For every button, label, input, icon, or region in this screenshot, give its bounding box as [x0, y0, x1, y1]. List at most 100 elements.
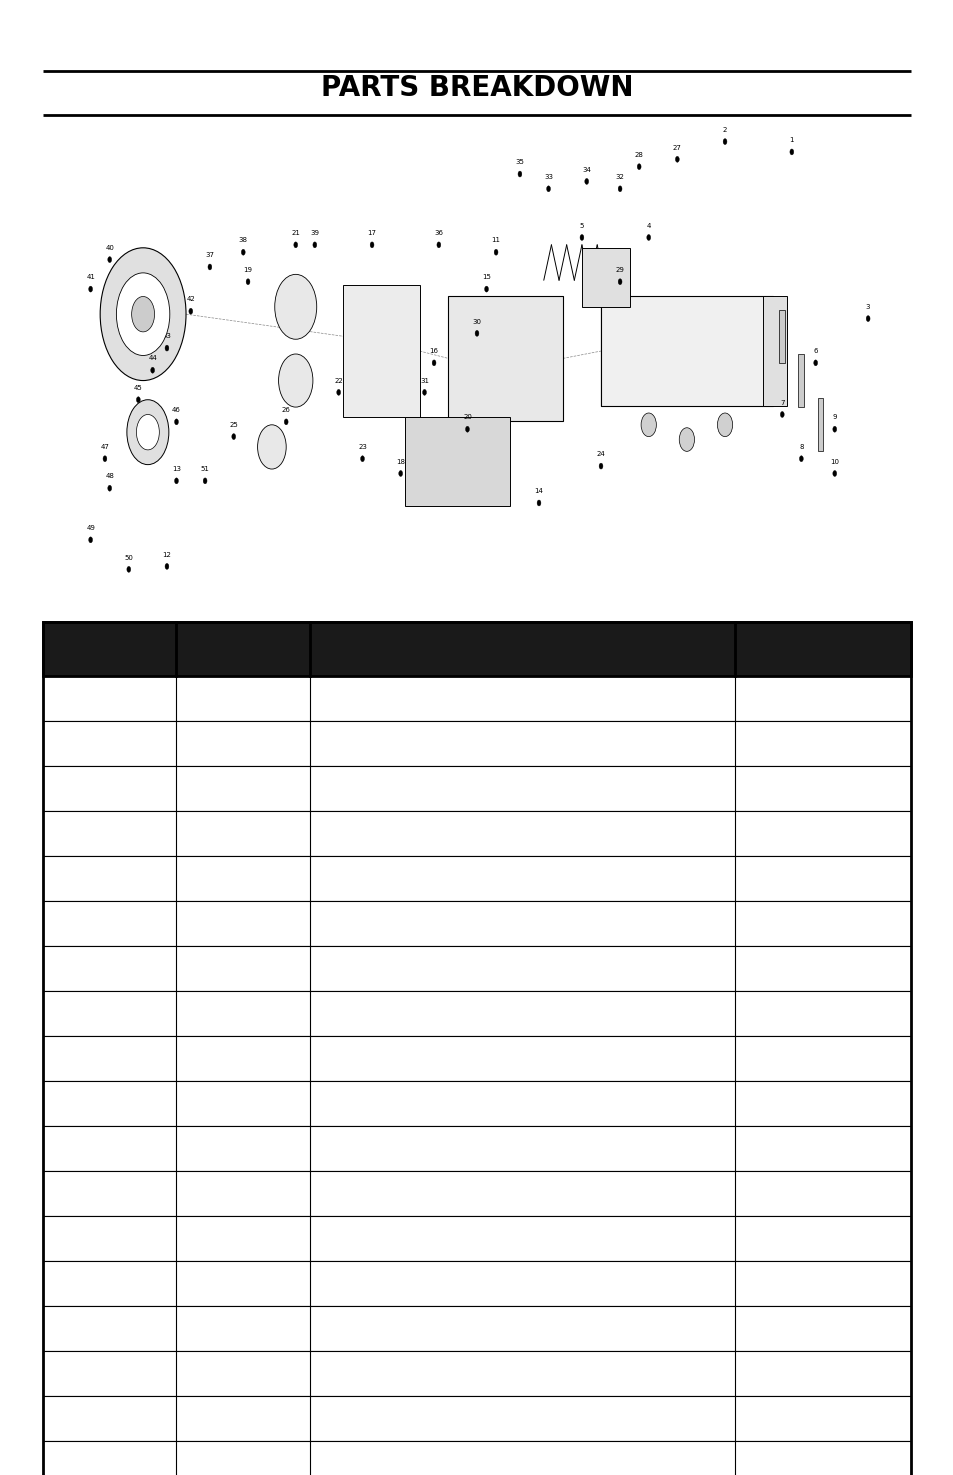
- Bar: [817, 398, 822, 451]
- Text: O-Ring: O-Ring: [494, 1050, 550, 1068]
- Text: 33: 33: [543, 174, 553, 180]
- Text: 29: 29: [615, 267, 624, 273]
- Circle shape: [546, 186, 550, 192]
- Circle shape: [89, 537, 92, 543]
- Bar: [43, 1035, 910, 1081]
- Text: 51: 51: [200, 466, 210, 472]
- Circle shape: [203, 478, 207, 484]
- Text: 1: 1: [817, 735, 827, 752]
- Bar: [43, 855, 910, 901]
- Text: Valve Stem: Valve Stem: [475, 735, 569, 752]
- Text: 9: 9: [104, 1050, 115, 1068]
- Text: Air Regulator: Air Regulator: [468, 1094, 576, 1112]
- Text: 28: 28: [634, 152, 643, 158]
- Circle shape: [108, 257, 112, 263]
- Text: 2: 2: [817, 1184, 827, 1202]
- Text: 75015: 75015: [216, 1320, 270, 1338]
- Text: 1: 1: [817, 1454, 827, 1472]
- Text: 8: 8: [799, 444, 802, 450]
- Circle shape: [278, 354, 313, 407]
- Text: 75005: 75005: [216, 870, 270, 888]
- Circle shape: [865, 316, 869, 322]
- Text: 75017: 75017: [216, 1410, 270, 1428]
- Circle shape: [257, 425, 286, 469]
- Text: 1: 1: [817, 1230, 827, 1248]
- Circle shape: [370, 242, 374, 248]
- Text: QTY: QTY: [799, 639, 845, 659]
- Text: INDEX: INDEX: [73, 639, 146, 659]
- Circle shape: [274, 274, 316, 339]
- Text: 15: 15: [99, 1320, 120, 1338]
- Text: 1: 1: [817, 1364, 827, 1382]
- Text: 41: 41: [86, 274, 95, 280]
- Text: 48: 48: [105, 473, 114, 479]
- Text: 86021: 86021: [216, 960, 270, 978]
- Text: 75002: 75002: [216, 735, 270, 752]
- Text: 32: 32: [615, 174, 624, 180]
- Bar: [343, 285, 419, 417]
- Text: 1: 1: [817, 914, 827, 932]
- Text: 50: 50: [124, 555, 133, 560]
- Circle shape: [422, 389, 426, 395]
- Text: 23: 23: [357, 444, 367, 450]
- Text: 40: 40: [105, 245, 114, 251]
- Bar: [43, 622, 910, 676]
- Text: 75018: 75018: [216, 1454, 270, 1472]
- Circle shape: [313, 242, 316, 248]
- Bar: [43, 721, 910, 766]
- Text: 1: 1: [817, 690, 827, 708]
- Bar: [43, 1307, 910, 1351]
- Text: 19: 19: [243, 267, 253, 273]
- Text: 11: 11: [491, 237, 500, 243]
- Text: Housing: Housing: [488, 690, 556, 708]
- Circle shape: [116, 273, 170, 355]
- Bar: [43, 1215, 910, 1261]
- Text: 5: 5: [579, 223, 583, 229]
- Text: 13: 13: [99, 1230, 120, 1248]
- Text: 75001: 75001: [216, 690, 270, 708]
- Circle shape: [517, 171, 521, 177]
- Bar: [779, 310, 784, 363]
- Text: 9: 9: [832, 414, 836, 420]
- Text: 14: 14: [99, 1274, 120, 1292]
- Bar: [600, 295, 772, 406]
- Text: O-Ring: O-Ring: [494, 1184, 550, 1202]
- Text: 7: 7: [780, 400, 783, 406]
- Circle shape: [103, 456, 107, 462]
- Circle shape: [336, 389, 340, 395]
- Text: 1: 1: [817, 1050, 827, 1068]
- Circle shape: [618, 186, 621, 192]
- Circle shape: [789, 149, 793, 155]
- Bar: [43, 767, 910, 811]
- Text: 1: 1: [817, 960, 827, 978]
- Text: 75014: 75014: [216, 1274, 270, 1292]
- Text: 75006: 75006: [216, 914, 270, 932]
- Circle shape: [232, 434, 235, 440]
- Text: 15: 15: [481, 274, 491, 280]
- Circle shape: [584, 178, 588, 184]
- Text: 18: 18: [99, 1454, 120, 1472]
- Circle shape: [832, 471, 836, 476]
- Circle shape: [294, 242, 297, 248]
- Text: 49: 49: [86, 525, 95, 531]
- Text: 2: 2: [104, 735, 115, 752]
- Circle shape: [722, 139, 726, 145]
- Bar: [43, 1261, 910, 1307]
- Text: 86022: 86022: [216, 1004, 270, 1022]
- Text: 1: 1: [104, 690, 115, 708]
- Text: 75012: 75012: [216, 1184, 270, 1202]
- Text: 14: 14: [534, 488, 543, 494]
- Text: 38: 38: [238, 237, 248, 243]
- Circle shape: [717, 413, 732, 437]
- Text: 17: 17: [367, 230, 376, 236]
- Text: 75016: 75016: [216, 1364, 270, 1382]
- Text: Air Inlet: Air Inlet: [489, 914, 555, 932]
- Text: 20: 20: [462, 414, 472, 420]
- Text: 27: 27: [672, 145, 681, 150]
- Text: 43: 43: [162, 333, 172, 339]
- Text: 12: 12: [162, 552, 172, 558]
- Text: 22: 22: [334, 378, 343, 384]
- Text: 17: 17: [99, 1410, 120, 1428]
- Text: 15043: 15043: [216, 1140, 270, 1158]
- Text: 25: 25: [229, 422, 238, 428]
